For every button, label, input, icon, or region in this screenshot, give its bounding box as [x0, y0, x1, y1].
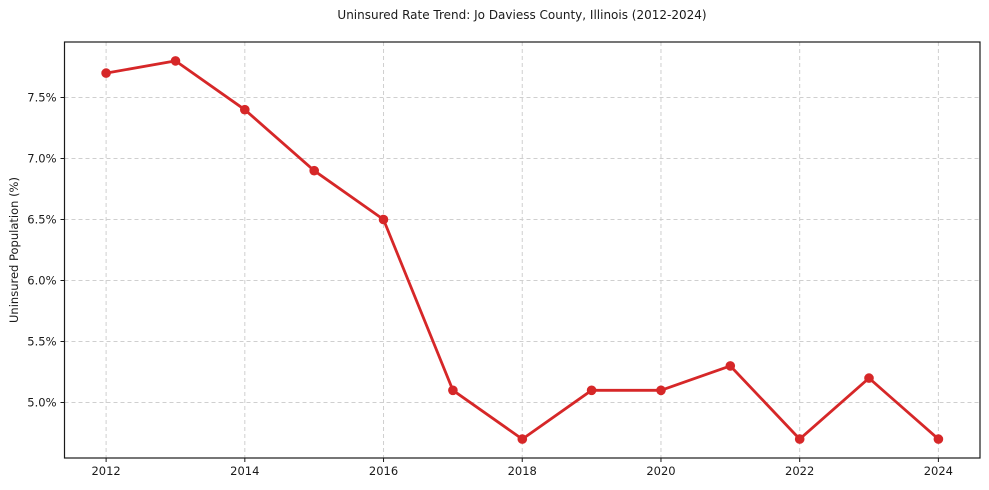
chart-title: Uninsured Rate Trend: Jo Daviess County,… [337, 8, 707, 22]
y-tick-labels: 5.0% 5.5% 6.0% 6.5% 7.0% 7.5% [27, 91, 56, 410]
x-tick-label: 2020 [646, 464, 675, 478]
x-tick-labels: 2012 2014 2016 2018 2020 2022 2024 [91, 464, 953, 478]
y-tick-label: 6.5% [27, 213, 56, 227]
y-tick-label: 6.0% [27, 273, 56, 287]
grid-lines [64, 42, 980, 458]
data-point [794, 434, 805, 444]
data-point [309, 165, 320, 176]
x-tick-label: 2018 [508, 464, 537, 478]
x-tick-label: 2014 [230, 464, 259, 478]
y-tick-label: 5.5% [27, 334, 56, 348]
trend-line [104, 59, 940, 441]
data-point [101, 68, 111, 78]
data-point [656, 385, 666, 396]
data-point [378, 214, 389, 225]
data-point [864, 373, 874, 383]
x-tick-label: 2022 [785, 464, 814, 478]
y-tick-label: 5.0% [27, 395, 56, 409]
x-tick-label: 2012 [91, 464, 120, 478]
data-point [240, 104, 250, 115]
y-tick-label: 7.5% [27, 91, 56, 105]
y-tick-label: 7.0% [27, 152, 56, 166]
y-axis-label: Uninsured Population (%) [7, 177, 21, 323]
data-point [517, 434, 528, 444]
tick-marks [60, 97, 939, 462]
x-tick-label: 2016 [369, 464, 398, 478]
data-point [170, 56, 181, 66]
x-tick-label: 2024 [924, 464, 953, 478]
data-point [933, 434, 944, 444]
data-series [101, 56, 944, 444]
data-point [448, 385, 458, 396]
data-point [725, 361, 736, 371]
data-point [586, 385, 597, 396]
